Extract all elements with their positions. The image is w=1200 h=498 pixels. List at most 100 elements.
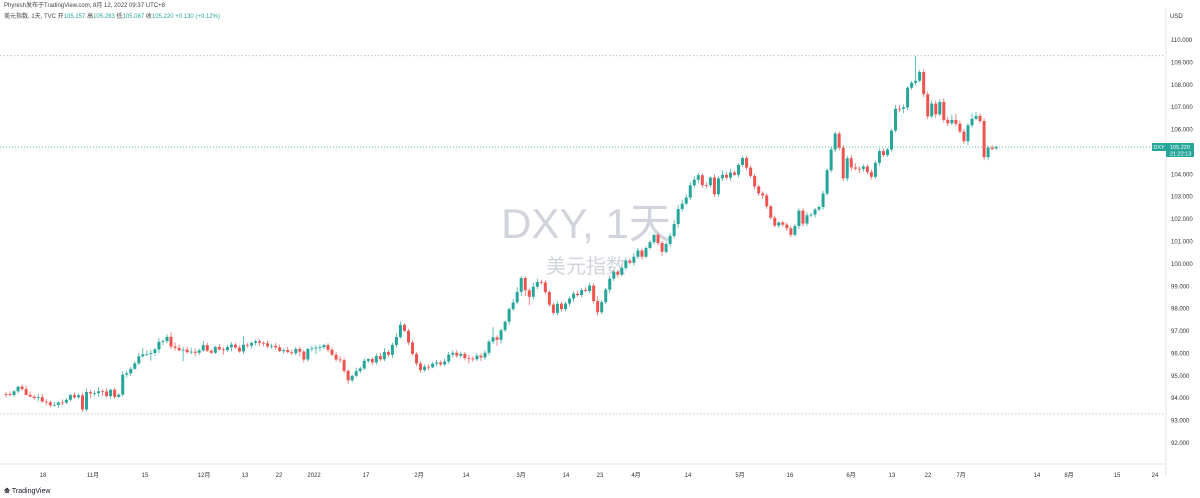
y-tick-label: 95.000 — [1171, 374, 1190, 380]
candle-body — [358, 368, 362, 372]
candle-body — [326, 345, 330, 350]
candle-body — [757, 186, 761, 194]
candle-body — [507, 309, 511, 322]
candle-body — [821, 193, 825, 208]
candle-body — [600, 302, 604, 313]
candle-body — [322, 345, 326, 348]
candle-body — [28, 394, 32, 397]
candle-body — [660, 243, 664, 252]
candle-body — [310, 348, 314, 350]
candle-body — [584, 290, 588, 291]
candle-body — [266, 343, 270, 347]
candle-body — [354, 371, 358, 376]
candle — [451, 350, 455, 358]
candle — [93, 391, 97, 396]
candle-body — [938, 102, 942, 115]
candle — [825, 168, 829, 196]
price-axis[interactable]: 92.000 93.000 94.000 95.000 96.000 97.000 98.0… — [1171, 38, 1193, 447]
candle-body — [181, 349, 185, 351]
x-tick-label: 24 — [1152, 473, 1159, 479]
time-axis[interactable]: 18 11月 15 12月 13 22 2022 17 2月 14 3月 14 23 4月 14 5月 16 6月… — [40, 472, 1159, 479]
y-tick-label: 102.000 — [1171, 217, 1193, 223]
candle-body — [459, 353, 463, 356]
tradingview-brand: ⟰ TradingView — [4, 487, 50, 495]
candle-body — [898, 108, 902, 110]
candle — [660, 240, 664, 256]
candle — [849, 154, 853, 171]
candle — [966, 123, 970, 145]
candle-body — [278, 347, 282, 352]
y-tick-label: 99.000 — [1171, 284, 1190, 290]
candle-body — [656, 235, 660, 244]
candle-body — [950, 119, 954, 124]
candle — [769, 205, 773, 220]
candle-body — [455, 352, 459, 356]
candle-body — [797, 210, 801, 227]
y-tick-label: 106.000 — [1171, 128, 1193, 134]
candle — [44, 398, 48, 406]
y-tick-label: 92.000 — [1171, 441, 1190, 447]
candle — [197, 348, 201, 355]
candle-body — [841, 147, 845, 179]
candle — [568, 296, 571, 307]
candle — [475, 353, 479, 362]
candle-body — [89, 391, 93, 394]
candle-body — [302, 351, 306, 360]
candle — [785, 222, 789, 231]
candle — [970, 113, 974, 128]
open-label: 开 — [57, 14, 64, 20]
candle — [576, 290, 580, 297]
candle-body — [829, 149, 833, 171]
candle-body — [487, 341, 491, 353]
candle-body — [805, 215, 809, 224]
candle-body — [672, 224, 676, 236]
candle — [543, 280, 547, 295]
candle-body — [906, 87, 910, 108]
candle-body — [555, 303, 559, 313]
candle-body — [551, 304, 555, 313]
y-tick-label: 107.000 — [1171, 105, 1193, 111]
candle-body — [221, 349, 225, 351]
x-tick-label: 23 — [597, 473, 604, 479]
candle-body — [777, 222, 781, 226]
last-price-tag: DXY 105.220 21:22:13 — [1152, 143, 1194, 158]
candle — [495, 335, 499, 346]
candle-body — [427, 366, 431, 368]
horizontal-lines — [0, 55, 1166, 415]
candle-body — [580, 290, 584, 296]
candle — [157, 337, 161, 353]
candle-body — [982, 121, 986, 158]
candle-body — [813, 209, 817, 215]
x-tick-label: 16 — [787, 473, 794, 479]
candle-body — [954, 119, 958, 124]
candle — [318, 344, 322, 352]
candle-body — [652, 235, 656, 243]
candle — [89, 389, 93, 399]
candle-body — [962, 131, 966, 142]
candle — [314, 345, 318, 355]
candle-body — [145, 353, 149, 355]
candle-body — [80, 395, 84, 410]
candle-body — [169, 336, 173, 347]
candle-body — [773, 217, 777, 226]
open-value: 105.157 — [63, 14, 86, 20]
candle-body — [825, 170, 829, 194]
candle-body — [467, 357, 471, 359]
candle-body — [374, 356, 378, 363]
candle — [145, 350, 149, 356]
candle-body — [664, 243, 668, 252]
candle — [588, 282, 592, 294]
candle-body — [48, 402, 52, 406]
candle-body — [258, 341, 262, 343]
candle — [559, 301, 563, 312]
candle — [628, 258, 632, 265]
candle-body — [241, 344, 245, 352]
candle-body — [974, 115, 978, 119]
candle-body — [990, 147, 994, 150]
price-tag-symbol-bg — [1152, 143, 1166, 152]
x-tick-label: 15 — [142, 473, 149, 479]
candle-body — [676, 209, 680, 225]
candle-body — [201, 345, 205, 351]
y-tick-label: 103.000 — [1171, 195, 1193, 201]
